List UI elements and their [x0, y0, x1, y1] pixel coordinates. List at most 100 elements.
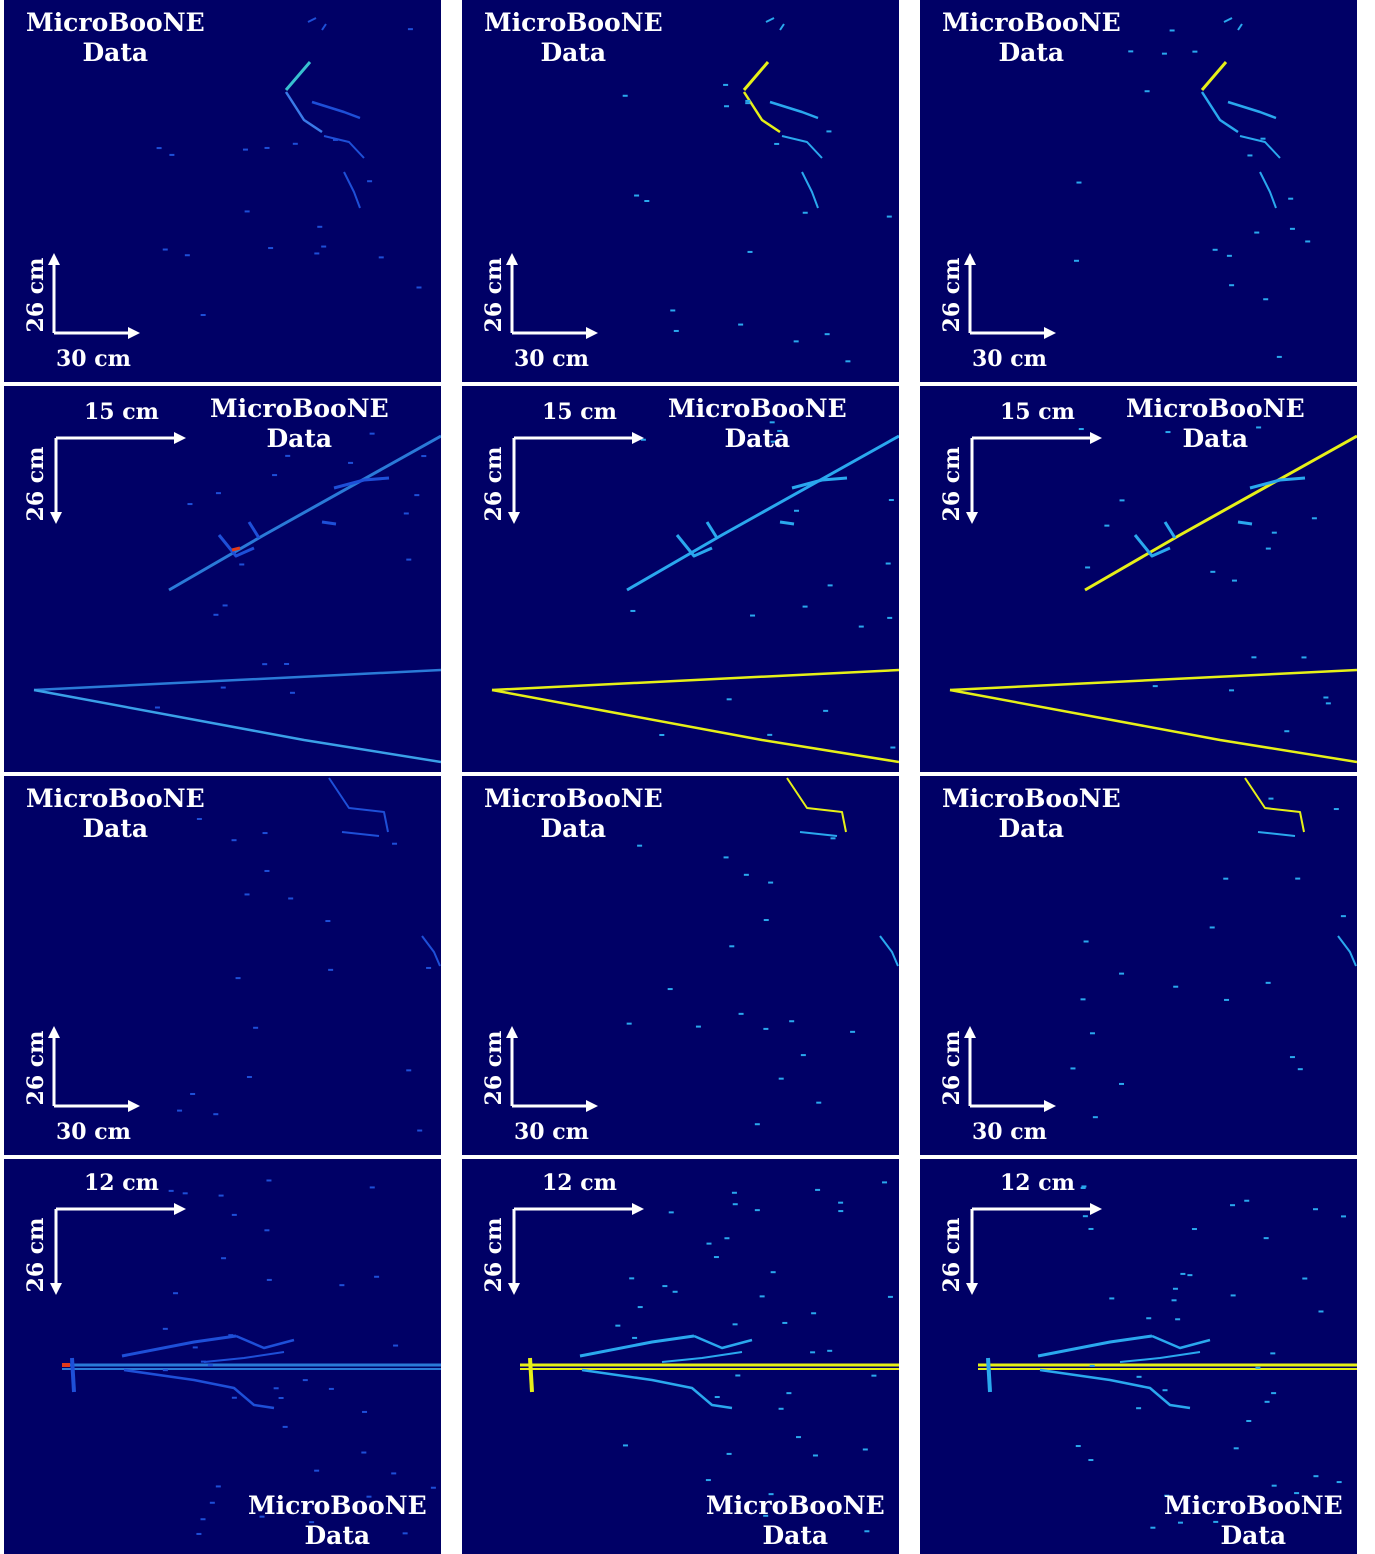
track-segment	[231, 546, 241, 552]
hit	[332, 138, 338, 141]
track-segment	[1244, 777, 1305, 833]
hit	[417, 1129, 423, 1132]
scale-bar	[506, 253, 598, 339]
event-display-panel-r4-c2: MicroBooNE Data 12 cm 26 cm	[462, 1159, 899, 1554]
hit	[858, 625, 864, 628]
label-line-2: Data	[540, 814, 607, 843]
hit	[406, 558, 412, 561]
hit	[314, 1469, 320, 1472]
hit	[266, 1179, 272, 1182]
event-display-panel-r4-c1: MicroBooNE Data 12 cm 26 cm	[4, 1159, 441, 1554]
hit	[768, 881, 774, 884]
hit	[1263, 1237, 1269, 1240]
hit	[845, 360, 851, 363]
hit	[637, 844, 643, 847]
event-display-panel-r2-c3: MicroBooNE Data 15 cm 26 cm	[920, 386, 1357, 772]
track-segment	[1133, 521, 1177, 558]
hit	[1092, 1116, 1098, 1119]
hit	[325, 920, 331, 923]
track-segment	[321, 476, 390, 526]
scale-y-label: 26 cm	[23, 1030, 49, 1106]
hit	[218, 1194, 224, 1197]
hit	[278, 1396, 284, 1399]
microboone-data-label: MicroBooNE Data	[1164, 1491, 1343, 1551]
scale-y-label: 26 cm	[939, 1217, 965, 1293]
hit	[242, 148, 248, 151]
hit	[770, 440, 776, 443]
hit	[1161, 52, 1167, 55]
hit	[778, 1407, 784, 1410]
hit	[1177, 1521, 1183, 1524]
track-segment	[1337, 935, 1357, 967]
hit	[266, 1278, 272, 1281]
hit	[200, 1518, 206, 1521]
scale-bar	[964, 1026, 1056, 1112]
hit	[1070, 1067, 1076, 1070]
hit	[1213, 1520, 1219, 1523]
hit	[374, 1275, 380, 1278]
hit	[1271, 1484, 1277, 1487]
scale-x-label: 30 cm	[514, 346, 589, 372]
hit	[162, 1369, 168, 1372]
hit	[272, 474, 278, 477]
hit	[282, 1425, 288, 1428]
hit	[796, 1436, 802, 1439]
event-display-panel-r3-c2: MicroBooNE Data 30 cm 26 cm	[462, 776, 899, 1155]
hit	[724, 105, 730, 108]
hit	[1104, 524, 1110, 527]
hit	[886, 215, 892, 218]
event-display-panel-r4-c3: MicroBooNE Data 12 cm 26 cm	[920, 1159, 1357, 1554]
hit	[200, 314, 206, 317]
hit	[1295, 877, 1301, 880]
hit	[850, 1030, 856, 1033]
hit	[882, 1181, 888, 1184]
hit	[190, 1092, 196, 1095]
hit	[673, 329, 679, 332]
hit	[309, 1521, 315, 1524]
track-segment	[491, 688, 899, 764]
hit	[246, 1075, 252, 1078]
hit	[830, 837, 836, 840]
hit	[378, 256, 384, 259]
hit	[1244, 1199, 1250, 1202]
hit	[811, 1312, 817, 1315]
label-line-1: MicroBooNE	[942, 784, 1121, 813]
scale-bar	[48, 253, 140, 339]
hit	[1311, 517, 1317, 520]
track-segment	[121, 1334, 237, 1358]
label-line-2: Data	[304, 1521, 371, 1550]
hit	[244, 893, 250, 896]
particle-tracks	[491, 421, 899, 764]
hit	[1229, 284, 1235, 287]
track-segment	[581, 1368, 733, 1410]
track-segment	[781, 135, 823, 159]
track-segment	[1237, 476, 1306, 526]
hit	[626, 1022, 632, 1025]
scale-y-label: 26 cm	[481, 257, 507, 333]
track-segment	[879, 935, 899, 967]
scale-x-label: 30 cm	[972, 346, 1047, 372]
label-line-2: Data	[762, 1521, 829, 1550]
hit	[1212, 248, 1218, 251]
hit	[729, 945, 735, 948]
track-segment	[311, 100, 361, 120]
scale-bar	[48, 1026, 140, 1112]
hit	[789, 1020, 795, 1023]
hit	[173, 1292, 179, 1295]
hit	[215, 1485, 221, 1488]
hit	[288, 897, 294, 900]
track-segment	[579, 1334, 695, 1358]
hit	[1260, 137, 1266, 140]
hit	[284, 662, 290, 665]
hit	[262, 663, 268, 666]
track-segment	[801, 171, 819, 209]
hit	[724, 1237, 730, 1240]
track-segment	[986, 1357, 992, 1393]
hit	[207, 1364, 213, 1367]
hit	[321, 245, 327, 248]
hit	[1340, 915, 1346, 918]
hit	[763, 919, 769, 922]
hit	[1264, 1400, 1270, 1403]
hit	[231, 839, 237, 842]
hit	[253, 1026, 259, 1029]
